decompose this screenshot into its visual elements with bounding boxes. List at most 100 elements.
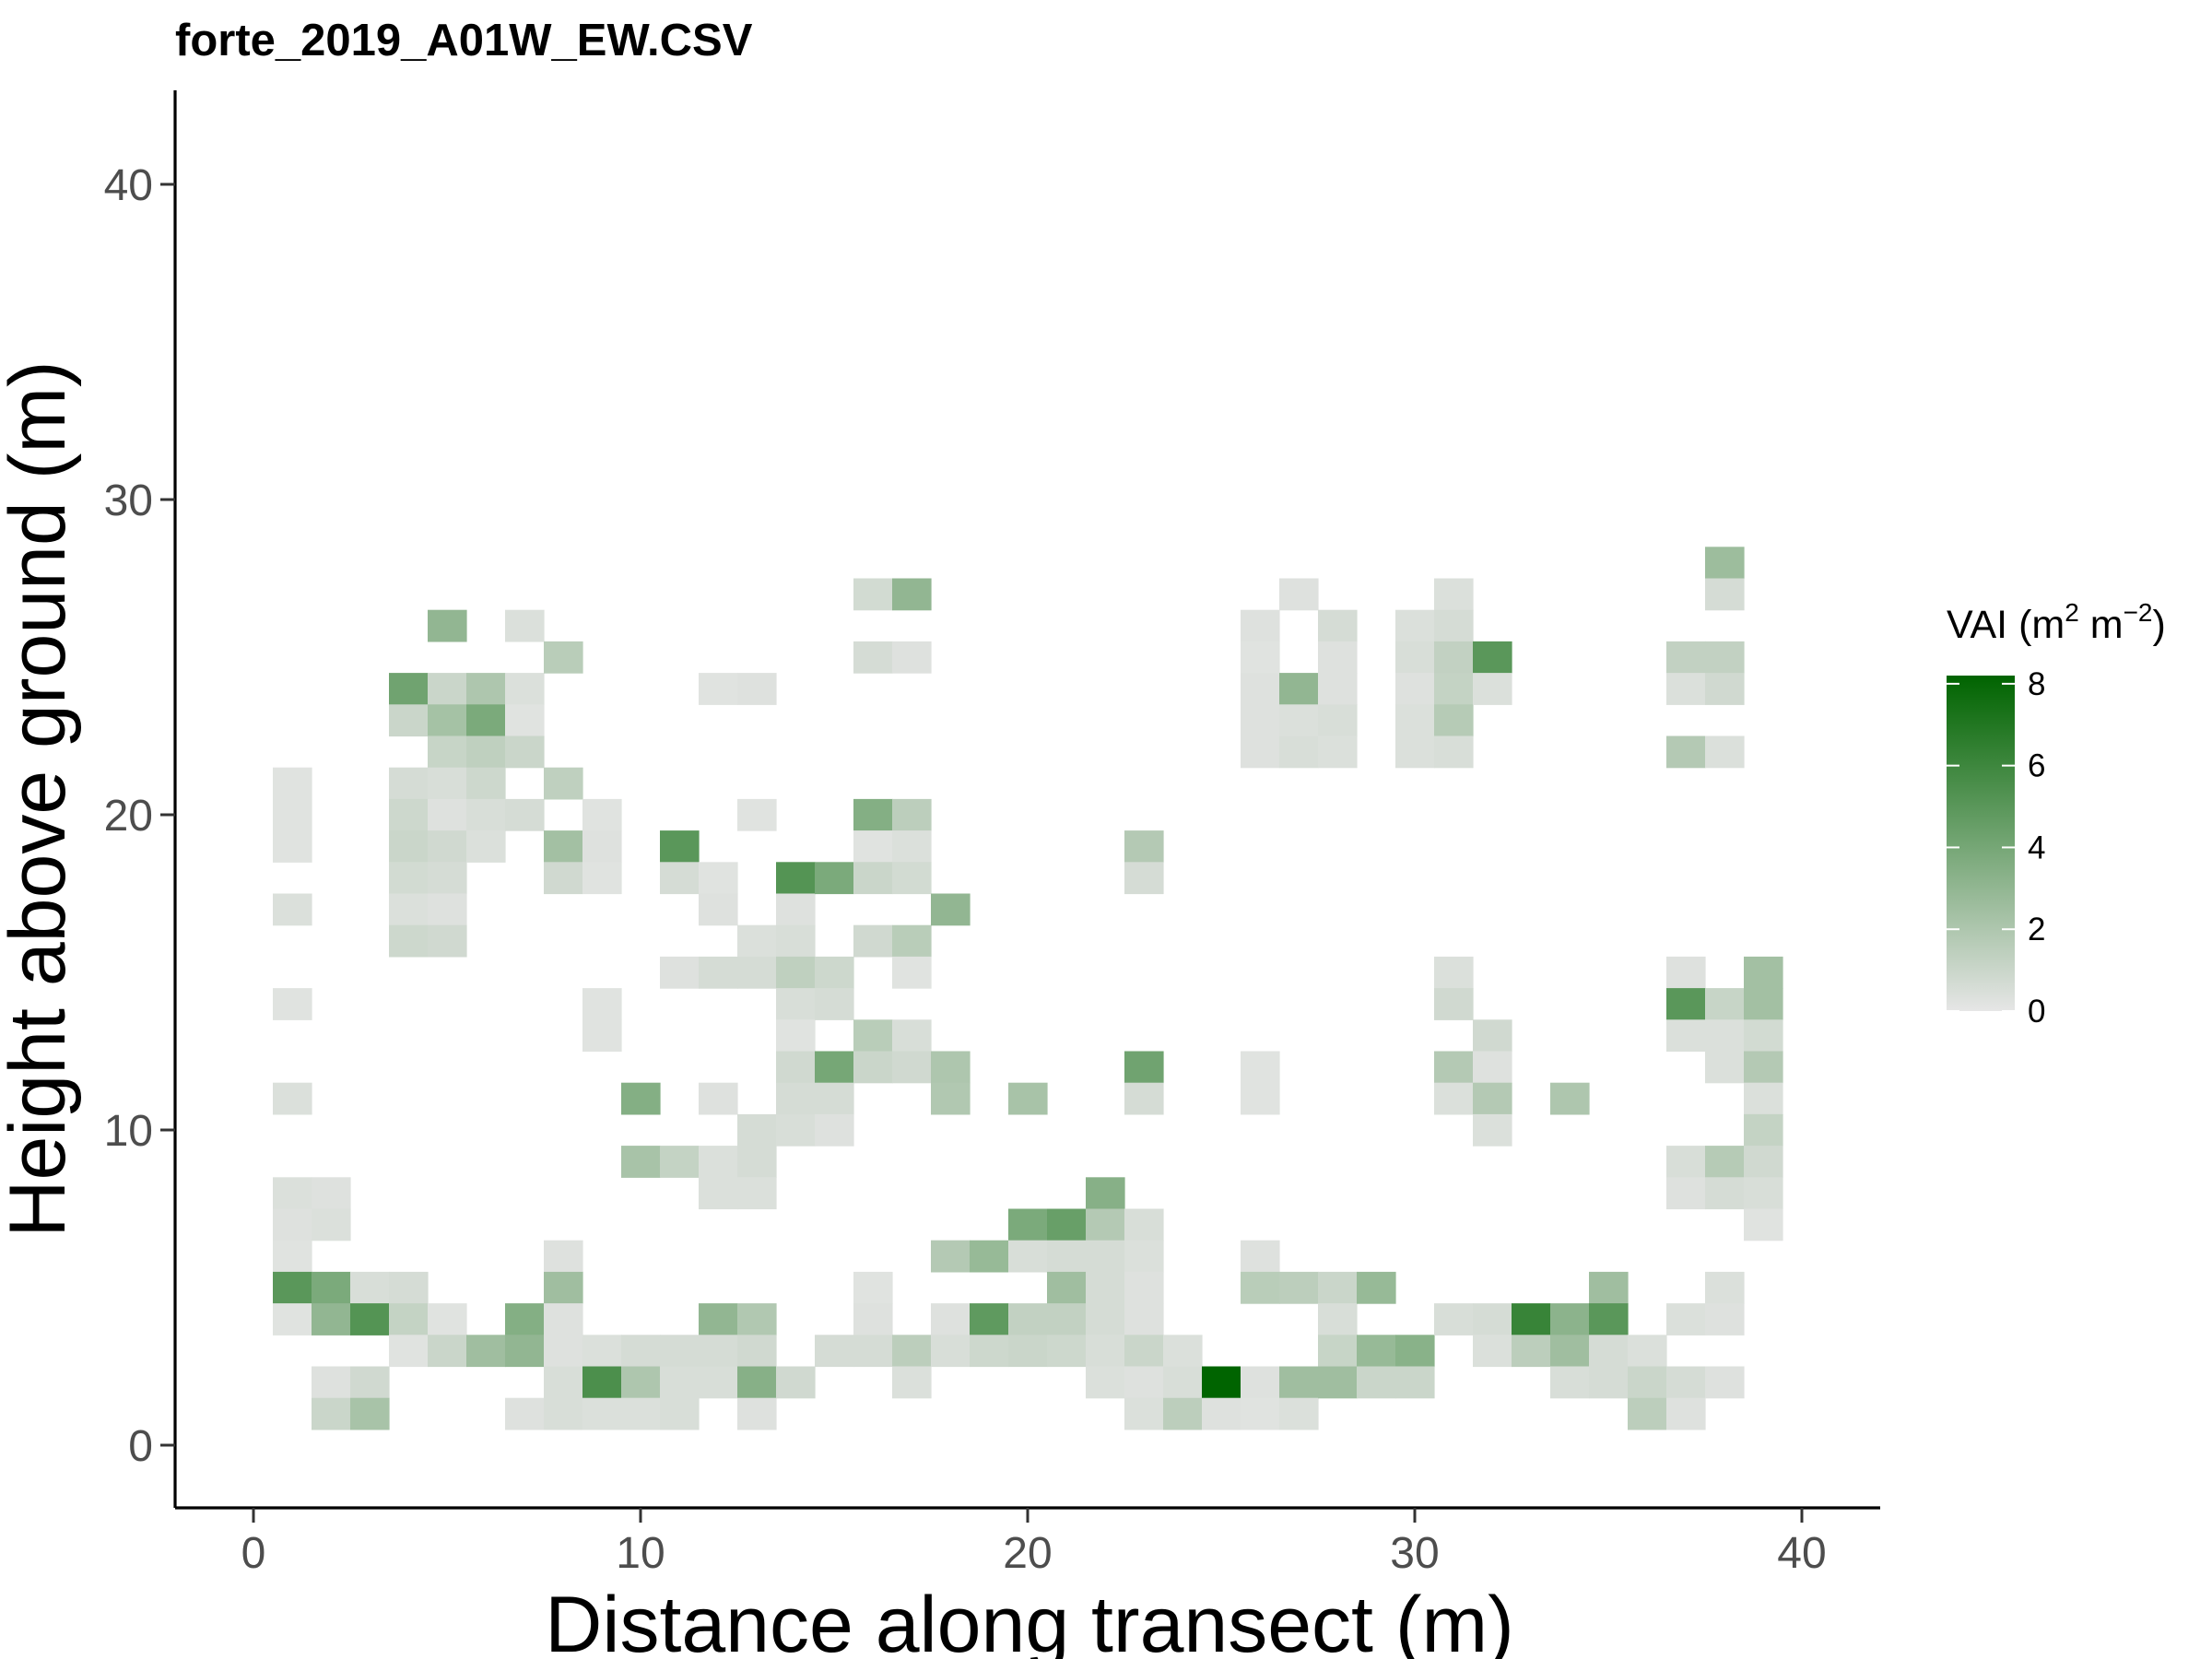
- heatmap-cell: [737, 798, 777, 831]
- heatmap-cell: [350, 1303, 390, 1335]
- heatmap-cell: [1473, 641, 1512, 674]
- heatmap-cell: [1086, 1208, 1125, 1241]
- heatmap-cell: [699, 1082, 738, 1115]
- heatmap-cell: [892, 1366, 932, 1399]
- heatmap-cell: [1279, 578, 1319, 611]
- heatmap-cell: [273, 1208, 312, 1241]
- heatmap-cell: [1357, 1335, 1396, 1368]
- heatmap-cell: [544, 1335, 583, 1368]
- heatmap-cell: [815, 988, 854, 1020]
- heatmap-cell: [931, 1335, 971, 1368]
- heatmap-cell: [1395, 673, 1435, 705]
- heatmap-cell: [1705, 641, 1745, 674]
- legend-title-text: VAI (m: [1947, 603, 2065, 647]
- heatmap-cell: [544, 862, 583, 895]
- heatmap-cell: [970, 1335, 1009, 1368]
- heatmap-cell: [1473, 1303, 1512, 1335]
- heatmap-cell: [582, 988, 622, 1020]
- y-axis-ticks: 0 10 20 30 40: [104, 161, 175, 1471]
- heatmap-cell: [699, 1146, 738, 1178]
- heatmap-cell: [892, 862, 932, 895]
- heatmap-cell: [1434, 641, 1474, 674]
- heatmap-cell: [1550, 1303, 1590, 1335]
- heatmap-cell: [1241, 1051, 1280, 1084]
- heatmap-cell: [1318, 1335, 1358, 1368]
- heatmap-cell: [1705, 1366, 1745, 1399]
- heatmap-cell: [737, 1397, 777, 1430]
- heatmap-cell: [505, 704, 545, 737]
- heatmap-cell: [776, 924, 816, 958]
- heatmap-cell: [1241, 1366, 1280, 1399]
- y-tick-label: 10: [104, 1107, 153, 1156]
- heatmap-cell: [970, 1240, 1009, 1273]
- heatmap-cell: [1666, 1303, 1706, 1335]
- heatmap-cell: [1008, 1335, 1048, 1368]
- heatmap-cell: [660, 862, 700, 895]
- heatmap-cell: [428, 609, 467, 642]
- heatmap-cell: [1666, 1146, 1706, 1178]
- heatmap-cell: [1589, 1303, 1629, 1335]
- heatmap-cell: [699, 1177, 738, 1210]
- heatmap-cell: [1705, 735, 1745, 769]
- heatmap-cell: [1434, 1082, 1474, 1115]
- heatmap-cell: [466, 830, 506, 863]
- heatmap-cell: [1512, 1303, 1551, 1335]
- heatmap-cell: [1744, 1146, 1783, 1178]
- heatmap-cell: [737, 1303, 777, 1335]
- heatmap-cell: [389, 704, 429, 737]
- heatmap-cell: [350, 1366, 390, 1399]
- heatmap-cell: [892, 1335, 932, 1368]
- heatmap-cell: [312, 1177, 351, 1210]
- heatmap-cell: [1124, 1208, 1164, 1241]
- heatmap-cell: [1744, 1208, 1783, 1241]
- heatmap-cell: [1124, 1271, 1164, 1304]
- heatmap-cell: [1473, 1051, 1512, 1084]
- heatmap-cell: [1124, 1082, 1164, 1115]
- heatmap-cell: [699, 1335, 738, 1368]
- heatmap-cell: [1512, 1335, 1551, 1368]
- heatmap-cell: [853, 924, 893, 958]
- heatmap-cell: [1744, 1177, 1783, 1210]
- heatmap-cell: [544, 1271, 583, 1304]
- y-tick-label: 40: [104, 161, 153, 210]
- x-tick-label: 10: [616, 1529, 665, 1578]
- heatmap-cell: [544, 1240, 583, 1273]
- heatmap-cell: [1666, 1366, 1706, 1399]
- heatmap-cell: [737, 1177, 777, 1210]
- legend-title-mid: m: [2079, 603, 2124, 647]
- heatmap-cell: [466, 673, 506, 705]
- heatmap-cell: [699, 862, 738, 895]
- heatmap-cell: [312, 1271, 351, 1304]
- heatmap-cell: [931, 1303, 971, 1335]
- heatmap-cell: [1008, 1303, 1048, 1335]
- y-axis-title: Height above ground (m): [0, 360, 82, 1237]
- heatmap-cell: [699, 1303, 738, 1335]
- heatmap-cell: [1434, 578, 1474, 611]
- heatmap-cell: [1318, 641, 1358, 674]
- heatmap-cell: [389, 767, 429, 800]
- heatmap-cell: [544, 1366, 583, 1399]
- legend-title-sup1: 2: [2065, 598, 2079, 627]
- heatmap-cell: [853, 1019, 893, 1053]
- heatmap-cell: [389, 1271, 429, 1304]
- heatmap-cell: [1473, 1113, 1512, 1147]
- heatmap-cell: [621, 1146, 661, 1178]
- heatmap-cell: [1318, 609, 1358, 642]
- heatmap-cell: [892, 830, 932, 863]
- heatmap-cell: [1666, 735, 1706, 769]
- heatmap-cell: [1744, 1051, 1783, 1084]
- heatmap-cell: [389, 1335, 429, 1368]
- heatmap-cell: [776, 1113, 816, 1147]
- heatmap-cell: [1008, 1208, 1048, 1241]
- heatmap-cell: [621, 1082, 661, 1115]
- legend-tick-label: 2: [2028, 912, 2045, 947]
- heatmap-cell: [1357, 1271, 1396, 1304]
- heatmap-cell: [1434, 956, 1474, 989]
- heatmap-cell: [660, 956, 700, 989]
- x-tick-label: 30: [1390, 1529, 1439, 1578]
- heatmap-cell: [1241, 735, 1280, 769]
- heatmap-cell: [1318, 704, 1358, 737]
- heatmap-cell: [660, 1335, 700, 1368]
- legend-tick-label: 4: [2028, 830, 2045, 865]
- heatmap-cell: [466, 798, 506, 831]
